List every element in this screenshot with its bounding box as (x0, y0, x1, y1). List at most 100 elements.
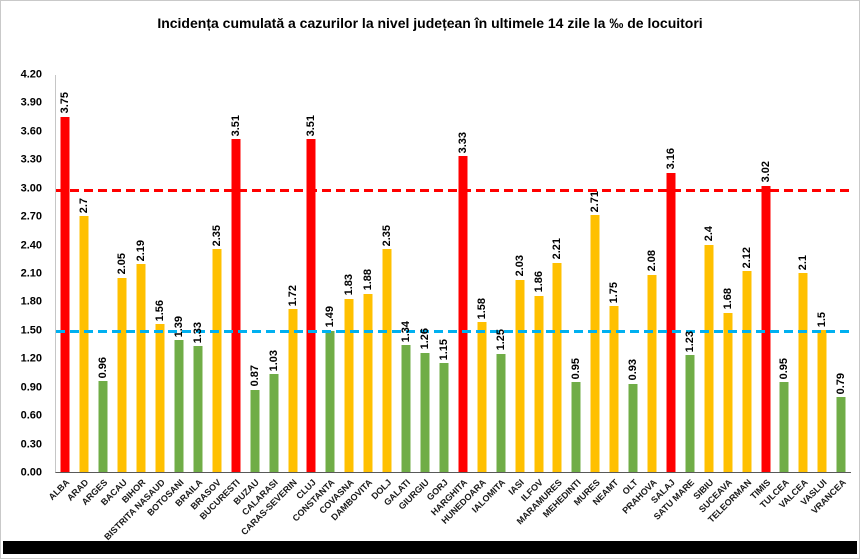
bar-value-label: 1.88 (362, 269, 375, 291)
bar-value-label: 1.26 (418, 328, 431, 350)
bar-value-label: 1.75 (608, 281, 621, 304)
y-tick-label: 0.90 (20, 381, 42, 394)
bar-group: 2.35 BRASOV (189, 75, 226, 512)
bar (344, 298, 354, 472)
bar-group: 2.21 MARAMURES (515, 75, 567, 526)
y-tick-label: 2.70 (20, 210, 42, 223)
bar-group: 1.15 GORJ (425, 75, 453, 503)
y-tick-label: 3.30 (20, 153, 42, 166)
bar-group: 1.83 COVASNA (317, 75, 359, 516)
bar (704, 244, 714, 472)
bar-group: 1.26 GIURGIU (397, 75, 435, 511)
bar (401, 345, 411, 472)
bar (212, 249, 222, 472)
bar-value-label: 1.33 (191, 321, 204, 343)
bar (496, 353, 506, 472)
chart-body: 0.00 0.30 0.60 0.90 1.20 1.50 1.80 2.10 2.40 2.70… (9, 69, 851, 542)
bar-group: 2.05 BACAU (99, 75, 132, 507)
bar-value-label: 1.03 (267, 349, 280, 372)
bar-group: 1.5 VASLUI (799, 75, 832, 508)
bar-value-label: 2.35 (381, 224, 394, 247)
chart-title: Incidența cumulată a cazurilor la nivel … (157, 15, 703, 31)
bar (306, 139, 316, 472)
bar (325, 330, 335, 472)
bar (117, 277, 127, 472)
bar-value-label: 3.33 (456, 132, 469, 154)
bar-group: 0.96 ARGES (80, 75, 113, 507)
y-tick-label: 1.50 (20, 324, 42, 337)
bar-value-label: 1.34 (400, 320, 412, 343)
bar-group: 2.12 TELEORMAN (706, 75, 756, 525)
bar-group: 1.72 CARAS-SEVERIN (239, 75, 302, 537)
bar-group: 1.88 DAMBOVITA (329, 75, 378, 522)
bar-value-label: 1.56 (154, 299, 167, 322)
plot-area: 3.75 ALBA 2.7 ARAD 0.96 ARGES 2.05 BACAU 2.19 BIH… (47, 75, 851, 542)
bar-value-label: 0.96 (97, 356, 110, 379)
bar (79, 216, 89, 472)
bar-group: 1.58 HUNEDOARA (440, 75, 491, 526)
bar-group: 1.75 NEAMT (591, 75, 624, 507)
bar-value-label: 3.16 (664, 148, 677, 170)
bar-value-label: 2.35 (210, 224, 223, 247)
bar (174, 340, 184, 472)
bar-value-label: 3.51 (229, 114, 242, 137)
bar-group: 1.49 CONSTANTA (291, 75, 340, 523)
bar (458, 156, 468, 472)
bar-value-label: 0.87 (248, 365, 261, 387)
bar-group: 1.34 GALATI (382, 75, 416, 508)
bar (628, 383, 638, 472)
bar (363, 293, 373, 472)
bar (552, 262, 562, 472)
y-axis: 0.00 0.30 0.60 0.90 1.20 1.50 1.80 2.10 2.40 2.70… (9, 69, 47, 478)
bar-value-label: 1.86 (532, 271, 545, 293)
y-tick-label: 3.00 (20, 182, 42, 195)
bar-group: 3.02 TIMIS (748, 75, 775, 501)
bar (590, 215, 600, 472)
bar-value-label: 2.7 (78, 197, 91, 214)
bar (231, 139, 241, 472)
bar-group: 2.08 PRAHOVA (620, 75, 662, 515)
bar-value-label: 2.08 (645, 250, 658, 272)
bar (193, 345, 203, 472)
bar-value-label: 1.49 (324, 306, 337, 328)
bar (250, 389, 260, 472)
bar-group: 2.19 BIHOR (120, 75, 151, 505)
y-tick-label: 1.20 (20, 352, 42, 365)
footer-bar (3, 541, 857, 554)
bar (798, 273, 808, 472)
bar-group: 0.93 OLT (620, 75, 643, 496)
bar (571, 381, 581, 472)
bar-value-label: 3.51 (305, 114, 318, 137)
bar-group: 1.23 SATU MARE (652, 75, 699, 522)
bar-value-label: 2.71 (589, 190, 602, 213)
bar-value-label: 2.05 (116, 253, 129, 275)
bar (288, 309, 298, 472)
bar-value-label: 0.95 (570, 357, 583, 379)
bar (98, 381, 108, 472)
bar-value-label: 1.83 (343, 274, 356, 296)
bar (420, 352, 430, 472)
y-tick-label: 0.00 (20, 466, 42, 479)
bar (742, 271, 752, 472)
bar-group: 2.03 IASI (507, 75, 529, 497)
bar-value-label: 0.95 (778, 357, 791, 379)
bar (515, 279, 525, 472)
bar (534, 295, 543, 472)
bar-value-label: 1.25 (494, 329, 507, 351)
bar-value-label: 1.5 (816, 311, 829, 327)
bar-value-label: 1.39 (172, 315, 185, 338)
bar-group: 3.51 CLUJ (294, 75, 321, 501)
bar-value-label: 3.02 (759, 161, 772, 183)
bar (439, 363, 449, 472)
bar-group: 0.95 MEHEDINTI (541, 75, 586, 520)
bar-value-label: 1.58 (475, 297, 488, 320)
y-tick-label: 3.60 (20, 125, 42, 138)
y-tick-label: 2.10 (20, 267, 42, 280)
bar-value-label: 1.72 (286, 284, 299, 307)
bar-value-label: 0.79 (835, 372, 848, 395)
bar-value-label: 2.21 (551, 238, 564, 260)
bar-group: 0.95 TULCEA (758, 75, 794, 511)
bar-group: 2.71 MURES (572, 75, 605, 508)
bar-group: 1.56 BISTRITA NASAUD (102, 75, 170, 542)
bar-group: 1.39 BOTOSANI (145, 75, 189, 518)
